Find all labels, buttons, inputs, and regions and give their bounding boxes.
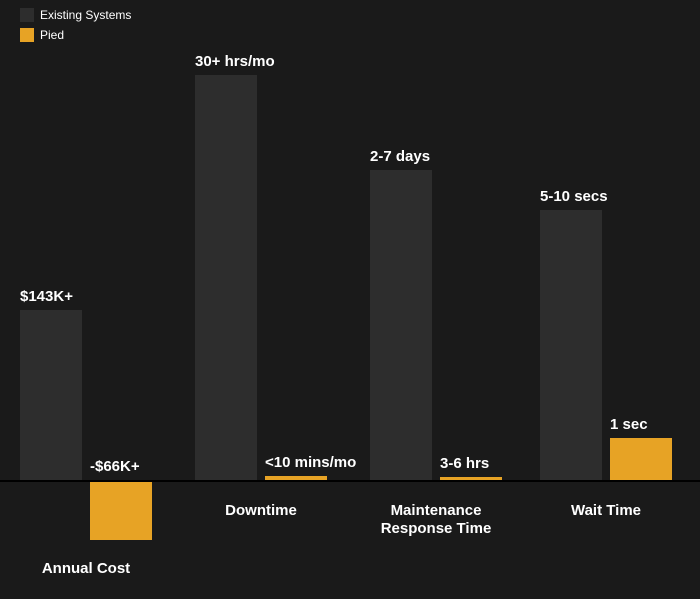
category-label: Wait Time (530, 502, 682, 520)
bar-pied (90, 482, 152, 540)
bar-value-label: 5-10 secs (540, 188, 640, 205)
comparison-bar-chart: Existing Systems Pied $143K+ -$66K+ Annual … (0, 0, 700, 599)
bar-existing (20, 310, 82, 480)
category-label: Annual Cost (10, 560, 162, 578)
legend: Existing Systems Pied (20, 6, 131, 46)
bar-value-label: 2-7 days (370, 148, 470, 165)
legend-item: Pied (20, 26, 131, 44)
bar-value-label: 30+ hrs/mo (195, 53, 295, 70)
bar-existing (195, 75, 257, 480)
bar-value-label: -$66K+ (90, 458, 190, 475)
bar-value-label: <10 mins/mo (265, 454, 365, 471)
bar-existing (370, 170, 432, 480)
bar-pied (610, 438, 672, 480)
bar-value-label: $143K+ (20, 288, 120, 305)
bar-value-label: 1 sec (610, 416, 700, 433)
bar-value-label: 3-6 hrs (440, 455, 540, 472)
legend-item: Existing Systems (20, 6, 131, 24)
bar-pied (440, 477, 502, 480)
category-label: Maintenance Response Time (360, 502, 512, 538)
bar-pied (265, 476, 327, 480)
category-label: Downtime (185, 502, 337, 520)
legend-label: Existing Systems (40, 6, 131, 24)
legend-swatch (20, 8, 34, 22)
legend-label: Pied (40, 26, 64, 44)
bar-existing (540, 210, 602, 480)
legend-swatch (20, 28, 34, 42)
